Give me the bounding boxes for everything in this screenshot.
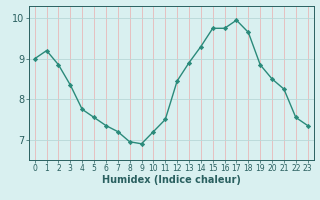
X-axis label: Humidex (Indice chaleur): Humidex (Indice chaleur) [102, 175, 241, 185]
